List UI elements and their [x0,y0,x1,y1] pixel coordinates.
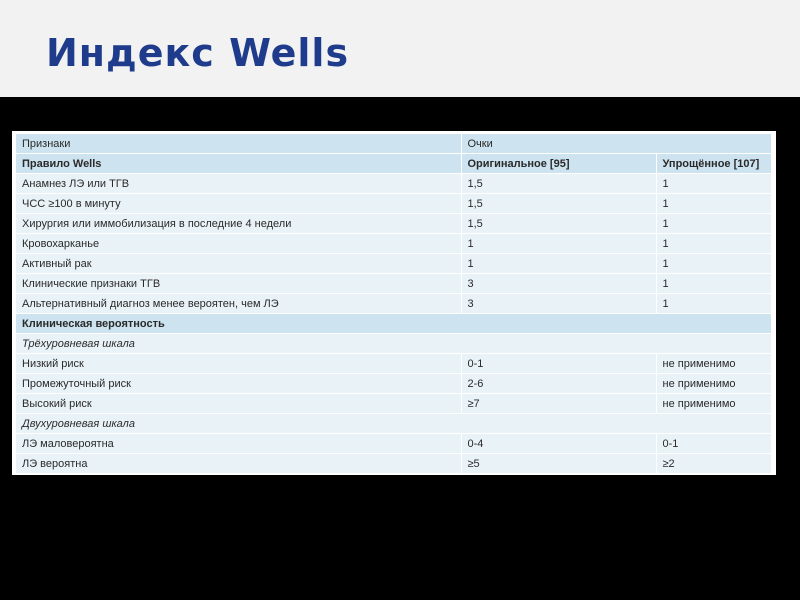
criterion-simplified: 1 [655,173,771,194]
table-row: Низкий риск 0-1 не применимо [16,353,771,374]
criterion-simplified: 1 [655,273,771,294]
risk-simplified: не применимо [655,393,771,414]
criterion-label: Анамнез ЛЭ или ТГВ [16,173,461,194]
table-row: Анамнез ЛЭ или ТГВ 1,5 1 [16,173,771,194]
criterion-original: 3 [460,293,656,314]
criterion-original: 1 [460,253,656,274]
risk-original: ≥7 [460,393,656,414]
subheader-original: Оригинальное [95] [460,153,656,174]
risk-label: ЛЭ вероятна [16,453,461,474]
criterion-original: 1,5 [460,213,656,234]
criterion-label: Клинические признаки ТГВ [16,273,461,294]
section-title: Клиническая вероятность [16,313,771,334]
header-signs: Признаки [16,134,461,154]
criterion-label: Альтернативный диагноз менее вероятен, ч… [16,293,461,314]
page-title: Индекс Wells [46,31,350,75]
table-row: ЛЭ вероятна ≥5 ≥2 [16,453,771,474]
table-row: Хирургия или иммобилизация в последние 4… [16,213,771,234]
risk-simplified: ≥2 [655,453,771,474]
wells-table: Признаки Очки Правило Wells Оригинальное… [16,134,771,474]
risk-label: Низкий риск [16,353,461,374]
table-row: Клинические признаки ТГВ 3 1 [16,273,771,294]
criterion-simplified: 1 [655,293,771,314]
subsection-title: Трёхуровневая шкала [16,333,771,354]
table-row: Высокий риск ≥7 не применимо [16,393,771,414]
criterion-original: 1 [460,233,656,254]
table-header-row: Признаки Очки [16,134,771,154]
header-points: Очки [460,134,771,154]
subsection-row-two-level: Двухуровневая шкала [16,413,771,434]
table-row: Промежуточный риск 2-6 не применимо [16,373,771,394]
table-row: Кровохарканье 1 1 [16,233,771,254]
criterion-simplified: 1 [655,213,771,234]
criterion-original: 1,5 [460,173,656,194]
criterion-label: Кровохарканье [16,233,461,254]
risk-label: Промежуточный риск [16,373,461,394]
wells-table-container: Признаки Очки Правило Wells Оригинальное… [12,131,776,475]
title-band: Индекс Wells [0,0,800,97]
criterion-label: ЧСС ≥100 в минуту [16,193,461,214]
risk-original: 0-1 [460,353,656,374]
criterion-label: Хирургия или иммобилизация в последние 4… [16,213,461,234]
risk-original: 0-4 [460,433,656,454]
risk-label: ЛЭ маловероятна [16,433,461,454]
table-row: ЧСС ≥100 в минуту 1,5 1 [16,193,771,214]
risk-simplified: 0-1 [655,433,771,454]
risk-original: 2-6 [460,373,656,394]
risk-simplified: не применимо [655,353,771,374]
table-subheader-row: Правило Wells Оригинальное [95] Упрощённ… [16,153,771,174]
subheader-simplified: Упрощённое [107] [655,153,771,174]
subsection-row-three-level: Трёхуровневая шкала [16,333,771,354]
risk-label: Высокий риск [16,393,461,414]
criterion-simplified: 1 [655,233,771,254]
risk-original: ≥5 [460,453,656,474]
table-row: Альтернативный диагноз менее вероятен, ч… [16,293,771,314]
section-row-clinical-probability: Клиническая вероятность [16,313,771,334]
criterion-simplified: 1 [655,253,771,274]
criterion-original: 1,5 [460,193,656,214]
table-row: ЛЭ маловероятна 0-4 0-1 [16,433,771,454]
table-row: Активный рак 1 1 [16,253,771,274]
criterion-simplified: 1 [655,193,771,214]
subsection-title: Двухуровневая шкала [16,413,771,434]
risk-simplified: не применимо [655,373,771,394]
criterion-label: Активный рак [16,253,461,274]
criterion-original: 3 [460,273,656,294]
subheader-rule: Правило Wells [16,153,461,174]
